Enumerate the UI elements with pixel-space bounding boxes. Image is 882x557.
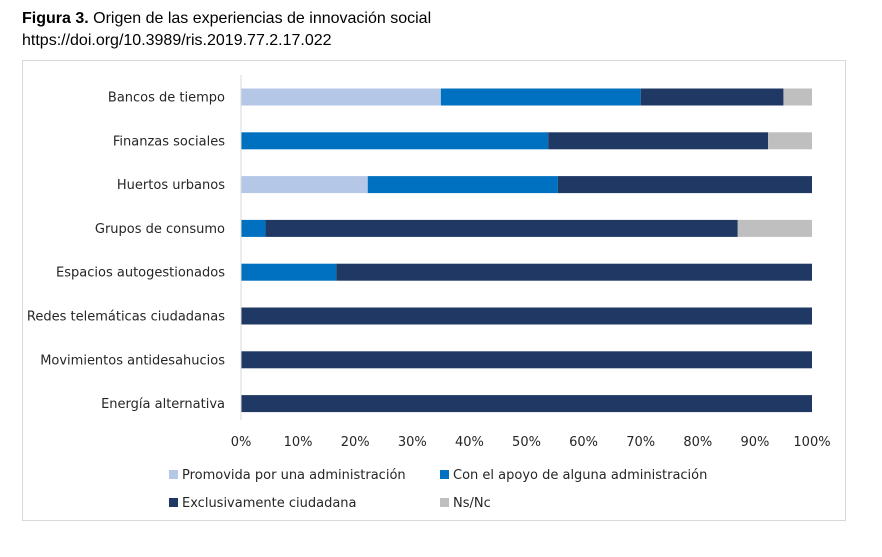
category-label: Espacios autogestionados xyxy=(56,266,225,281)
x-tick-label: 40% xyxy=(455,435,484,450)
bar-segment xyxy=(241,395,812,413)
legend-swatch xyxy=(169,470,178,479)
x-tick-label: 50% xyxy=(512,435,541,450)
bar-segment xyxy=(241,88,441,106)
legend-swatch xyxy=(169,498,178,507)
bar-segment xyxy=(241,351,812,369)
x-tick-label: 30% xyxy=(398,435,427,450)
legend-label: Ns/Nc xyxy=(453,496,491,511)
bar-segment xyxy=(265,219,738,237)
x-tick-label: 60% xyxy=(569,435,598,450)
caption-figure-number: Figura 3. xyxy=(22,10,89,27)
caption-doi: https://doi.org/10.3989/ris.2019.77.2.17… xyxy=(22,32,332,49)
category-label: Energía alternativa xyxy=(101,397,225,412)
figure-caption: Figura 3. Origen de las experiencias de … xyxy=(22,8,431,52)
x-tick-label: 80% xyxy=(683,435,712,450)
legend-label: Exclusivamente ciudadana xyxy=(182,496,357,511)
bar-segment xyxy=(557,176,812,194)
x-tick-label: 20% xyxy=(341,435,370,450)
legend-swatch xyxy=(440,470,449,479)
x-tick-label: 70% xyxy=(626,435,655,450)
legend-label: Promovida por una administración xyxy=(182,468,406,483)
category-label: Finanzas sociales xyxy=(113,134,225,149)
caption-title: Origen de las experiencias de innovación… xyxy=(93,10,432,27)
bar-segment xyxy=(768,132,812,150)
bar-segment xyxy=(640,88,784,106)
legend-swatch xyxy=(440,498,449,507)
x-tick-label: 10% xyxy=(284,435,313,450)
x-tick-label: 0% xyxy=(231,435,252,450)
bar-segment xyxy=(241,219,266,237)
category-label: Movimientos antidesahucios xyxy=(40,353,225,368)
x-tick-label: 100% xyxy=(793,435,830,450)
bar-segment xyxy=(737,219,812,237)
bar-segment xyxy=(241,263,337,281)
x-tick-label: 90% xyxy=(740,435,769,450)
category-label: Bancos de tiempo xyxy=(108,91,225,106)
bar-segment xyxy=(241,307,812,325)
bar-segment xyxy=(367,176,558,194)
bar-segment xyxy=(440,88,641,106)
legend-label: Con el apoyo de alguna administración xyxy=(453,468,707,483)
caption-title-line: Figura 3. Origen de las experiencias de … xyxy=(22,8,431,30)
bar-segment xyxy=(336,263,812,281)
bar-segment xyxy=(241,176,368,194)
bar-segment xyxy=(783,88,812,106)
category-label: Huertos urbanos xyxy=(117,178,225,193)
bar-segment xyxy=(548,132,769,150)
category-label: Grupos de consumo xyxy=(95,222,225,237)
category-label: Redes telemáticas ciudadanas xyxy=(27,310,225,325)
bar-segment xyxy=(241,132,549,150)
